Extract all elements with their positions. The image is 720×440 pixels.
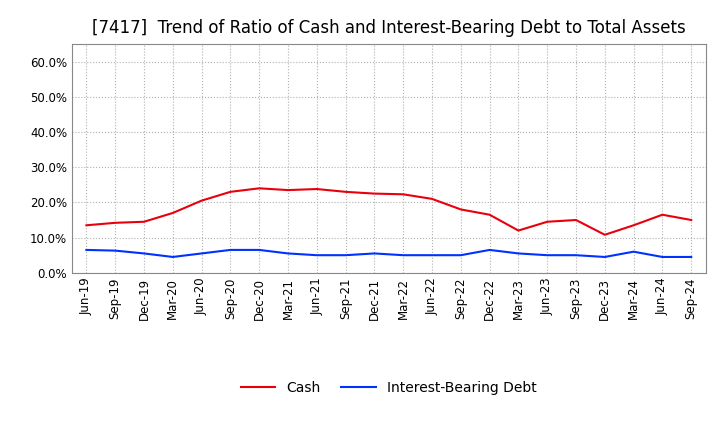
Cash xyxy=(658,212,667,217)
Interest-Bearing Debt xyxy=(370,251,379,256)
Interest-Bearing Debt xyxy=(543,253,552,258)
Cash xyxy=(687,217,696,223)
Line: Interest-Bearing Debt: Interest-Bearing Debt xyxy=(86,250,691,257)
Interest-Bearing Debt xyxy=(284,251,292,256)
Interest-Bearing Debt xyxy=(456,253,465,258)
Line: Cash: Cash xyxy=(86,188,691,235)
Interest-Bearing Debt xyxy=(600,254,609,260)
Interest-Bearing Debt xyxy=(82,247,91,253)
Cash xyxy=(255,186,264,191)
Cash xyxy=(485,212,494,217)
Cash xyxy=(428,196,436,202)
Cash xyxy=(284,187,292,193)
Interest-Bearing Debt xyxy=(312,253,321,258)
Interest-Bearing Debt xyxy=(485,247,494,253)
Cash xyxy=(312,187,321,192)
Interest-Bearing Debt xyxy=(658,254,667,260)
Interest-Bearing Debt xyxy=(428,253,436,258)
Interest-Bearing Debt xyxy=(514,251,523,256)
Cash xyxy=(82,223,91,228)
Cash xyxy=(399,192,408,197)
Interest-Bearing Debt xyxy=(168,254,177,260)
Cash xyxy=(341,189,350,194)
Interest-Bearing Debt xyxy=(226,247,235,253)
Cash xyxy=(226,189,235,194)
Title: [7417]  Trend of Ratio of Cash and Interest-Bearing Debt to Total Assets: [7417] Trend of Ratio of Cash and Intere… xyxy=(92,19,685,37)
Interest-Bearing Debt xyxy=(399,253,408,258)
Cash xyxy=(197,198,206,203)
Cash xyxy=(572,217,580,223)
Interest-Bearing Debt xyxy=(197,251,206,256)
Cash xyxy=(514,228,523,233)
Interest-Bearing Debt xyxy=(629,249,638,254)
Interest-Bearing Debt xyxy=(140,251,148,256)
Cash xyxy=(600,232,609,238)
Interest-Bearing Debt xyxy=(255,247,264,253)
Cash xyxy=(543,219,552,224)
Cash xyxy=(140,219,148,224)
Cash xyxy=(629,223,638,228)
Cash xyxy=(168,210,177,216)
Cash xyxy=(456,207,465,212)
Interest-Bearing Debt xyxy=(572,253,580,258)
Interest-Bearing Debt xyxy=(687,254,696,260)
Cash xyxy=(111,220,120,225)
Legend: Cash, Interest-Bearing Debt: Cash, Interest-Bearing Debt xyxy=(235,376,543,401)
Cash xyxy=(370,191,379,196)
Interest-Bearing Debt xyxy=(341,253,350,258)
Interest-Bearing Debt xyxy=(111,248,120,253)
